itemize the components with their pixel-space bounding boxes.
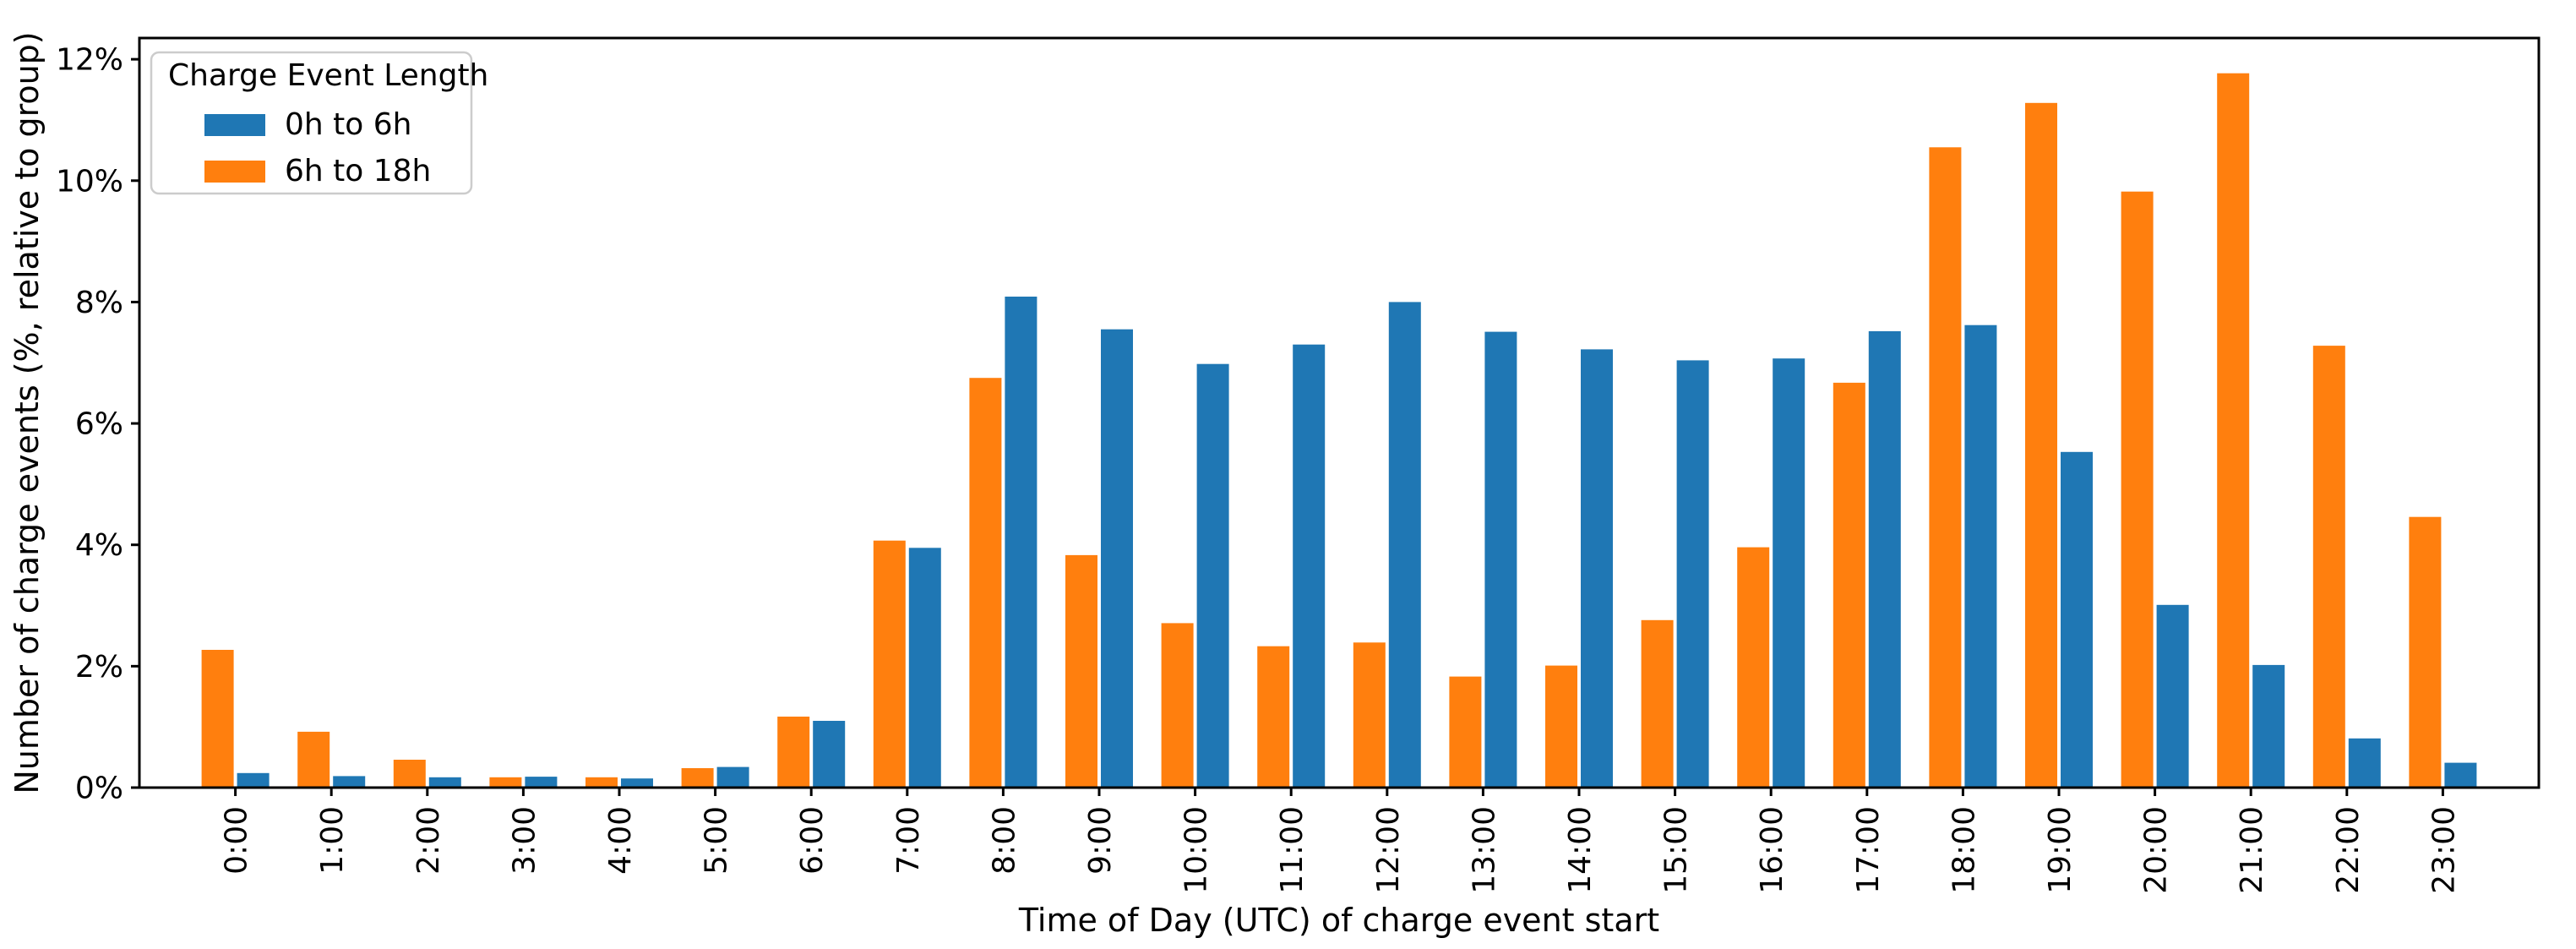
bar-0hto6h-9:00 [1101, 329, 1133, 788]
legend-title: Charge Event Length [168, 58, 488, 93]
y-tick-label: 0% [75, 772, 123, 806]
x-tick-label: 18:00 [1947, 806, 1981, 894]
bar-6hto18h-6:00 [777, 717, 810, 788]
bar-0hto6h-12:00 [1388, 302, 1421, 788]
x-tick-label: 9:00 [1083, 806, 1118, 875]
bar-6hto18h-17:00 [1833, 382, 1865, 788]
bar-6hto18h-7:00 [873, 540, 906, 788]
bar-6hto18h-18:00 [1929, 147, 1962, 788]
bar-6hto18h-9:00 [1065, 554, 1097, 788]
bar-0hto6h-11:00 [1293, 344, 1326, 788]
bar-6hto18h-13:00 [1449, 676, 1482, 788]
y-tick-label: 6% [75, 407, 123, 442]
bar-6hto18h-19:00 [2025, 102, 2057, 788]
bar-6hto18h-11:00 [1257, 646, 1290, 788]
x-tick-label: 13:00 [1467, 806, 1501, 894]
y-tick-label: 12% [56, 43, 123, 78]
bar-6hto18h-21:00 [2217, 73, 2250, 788]
x-tick-label: 15:00 [1659, 806, 1694, 894]
bar-6hto18h-2:00 [393, 760, 426, 788]
bar-6hto18h-14:00 [1545, 665, 1577, 788]
bar-0hto6h-8:00 [1005, 297, 1037, 788]
y-axis-label: Number of charge events (%, relative to … [8, 31, 46, 794]
legend-box [150, 51, 473, 195]
x-tick-label: 16:00 [1755, 806, 1789, 894]
legend-swatch-0hto6h [204, 114, 265, 136]
x-tick-label: 22:00 [2331, 806, 2366, 894]
x-tick-label: 12:00 [1371, 806, 1406, 894]
legend-swatch-6hto18h [204, 161, 265, 183]
legend-entry-label: 0h to 6h [285, 107, 411, 142]
bar-0hto6h-0:00 [237, 772, 270, 788]
bar-0hto6h-4:00 [621, 778, 653, 788]
bar-0hto6h-20:00 [2156, 604, 2189, 788]
bar-0hto6h-7:00 [908, 548, 941, 788]
bar-6hto18h-4:00 [585, 777, 618, 788]
bar-0hto6h-19:00 [2061, 451, 2093, 788]
x-tick-label: 11:00 [1275, 806, 1310, 894]
bar-6hto18h-16:00 [1737, 547, 1770, 788]
bar-0hto6h-22:00 [2348, 738, 2381, 788]
bar-0hto6h-6:00 [813, 721, 846, 788]
x-tick-label: 14:00 [1563, 806, 1598, 894]
x-tick-label: 7:00 [891, 806, 926, 875]
bar-0hto6h-21:00 [2252, 664, 2285, 788]
y-tick-label: 4% [75, 528, 123, 563]
x-tick-label: 4:00 [603, 806, 638, 875]
bar-0hto6h-2:00 [428, 777, 461, 788]
bar-0hto6h-16:00 [1773, 358, 1805, 788]
y-tick-label: 2% [75, 650, 123, 684]
x-tick-label: 3:00 [507, 806, 542, 875]
bar-0hto6h-5:00 [716, 766, 749, 788]
bar-0hto6h-13:00 [1484, 331, 1517, 788]
x-tick-label: 23:00 [2426, 806, 2461, 894]
legend-entry-label: 6h to 18h [285, 154, 431, 188]
bar-6hto18h-22:00 [2312, 346, 2345, 788]
bar-6hto18h-20:00 [2121, 191, 2154, 788]
x-tick-label: 0:00 [220, 806, 254, 875]
x-tick-label: 1:00 [315, 806, 350, 875]
bar-6hto18h-10:00 [1161, 623, 1194, 788]
x-tick-label: 20:00 [2139, 806, 2174, 894]
bar-6hto18h-12:00 [1353, 642, 1386, 788]
bar-6hto18h-5:00 [681, 768, 714, 788]
bar-0hto6h-15:00 [1676, 360, 1709, 788]
x-tick-label: 5:00 [700, 806, 734, 875]
y-tick-label: 8% [75, 286, 123, 320]
bar-0hto6h-23:00 [2444, 762, 2477, 788]
y-tick-label: 10% [56, 164, 123, 199]
bar-0hto6h-1:00 [333, 776, 366, 788]
x-tick-label: 2:00 [411, 806, 446, 875]
bar-0hto6h-10:00 [1196, 363, 1229, 788]
bar-6hto18h-1:00 [297, 731, 330, 788]
x-axis-label: Time of Day (UTC) of charge event start [1018, 902, 1659, 939]
bar-6hto18h-8:00 [969, 378, 1002, 788]
x-tick-label: 8:00 [987, 806, 1021, 875]
bar-0hto6h-3:00 [525, 777, 558, 788]
bar-0hto6h-17:00 [1868, 330, 1901, 788]
bar-6hto18h-23:00 [2409, 516, 2442, 788]
axes-spines [138, 36, 2541, 789]
bar-0hto6h-14:00 [1581, 349, 1613, 788]
x-tick-label: 17:00 [1851, 806, 1886, 894]
x-tick-label: 10:00 [1179, 806, 1214, 894]
bar-6hto18h-3:00 [489, 777, 522, 788]
x-tick-label: 6:00 [795, 806, 830, 875]
bar-6hto18h-15:00 [1641, 619, 1674, 788]
x-tick-label: 19:00 [2043, 806, 2078, 894]
x-tick-label: 21:00 [2235, 806, 2269, 894]
bar-0hto6h-18:00 [1964, 325, 1997, 788]
bar-6hto18h-0:00 [201, 650, 234, 788]
